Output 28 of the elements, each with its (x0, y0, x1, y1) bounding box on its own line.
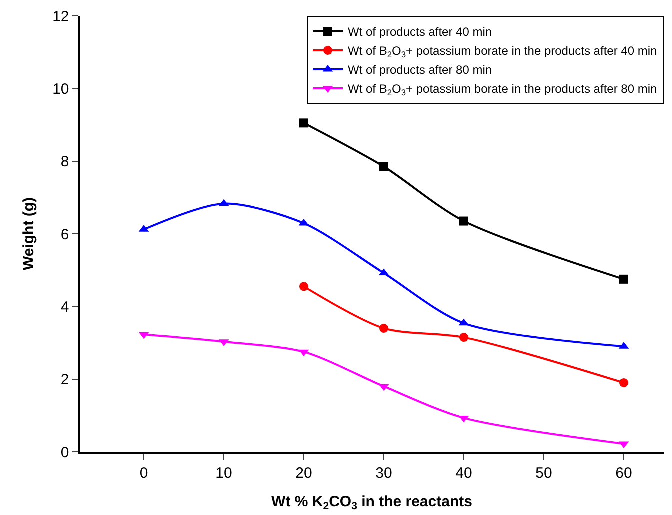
y-tick-label: 10 (52, 80, 70, 98)
x-tick-label: 40 (456, 464, 472, 482)
point (380, 324, 388, 333)
x-tick-label: 20 (296, 464, 312, 482)
legend-label: Wt of B$_{2}$O$_{3}$+ potassium borate in the products after 40 min (348, 44, 658, 60)
y-tick-label: 12 (52, 8, 70, 26)
x-tick-label: 10 (216, 464, 232, 482)
x-tick-label: 60 (616, 464, 632, 482)
x-tick-label: 50 (536, 464, 552, 482)
y-tick-label: 4 (60, 298, 70, 316)
x-tick-label: 30 (376, 464, 392, 482)
point (620, 274, 628, 284)
y-axis-title: Weight (g) (20, 197, 38, 271)
legend-label: Wt of products after 40 min (348, 25, 492, 40)
x-tick-label: 0 (140, 464, 148, 482)
point (380, 162, 388, 172)
y-tick-label: 2 (60, 372, 70, 389)
x-axis-title: Wt % K$_{2}$CO$_{3}$ in the reactants (272, 493, 472, 512)
point (300, 282, 308, 292)
point (620, 378, 628, 388)
y-tick-label: 0 (60, 444, 70, 462)
legend-label: Wt of B$_{2}$O$_{3}$+ potassium borate in the products after 80 min (348, 82, 658, 98)
y-tick-label: 6 (60, 226, 70, 244)
point (460, 216, 468, 226)
point (300, 118, 308, 128)
legend-label: Wt of products after 80 min (348, 63, 492, 78)
y-tick-label: 8 (60, 154, 70, 171)
point (460, 333, 468, 342)
